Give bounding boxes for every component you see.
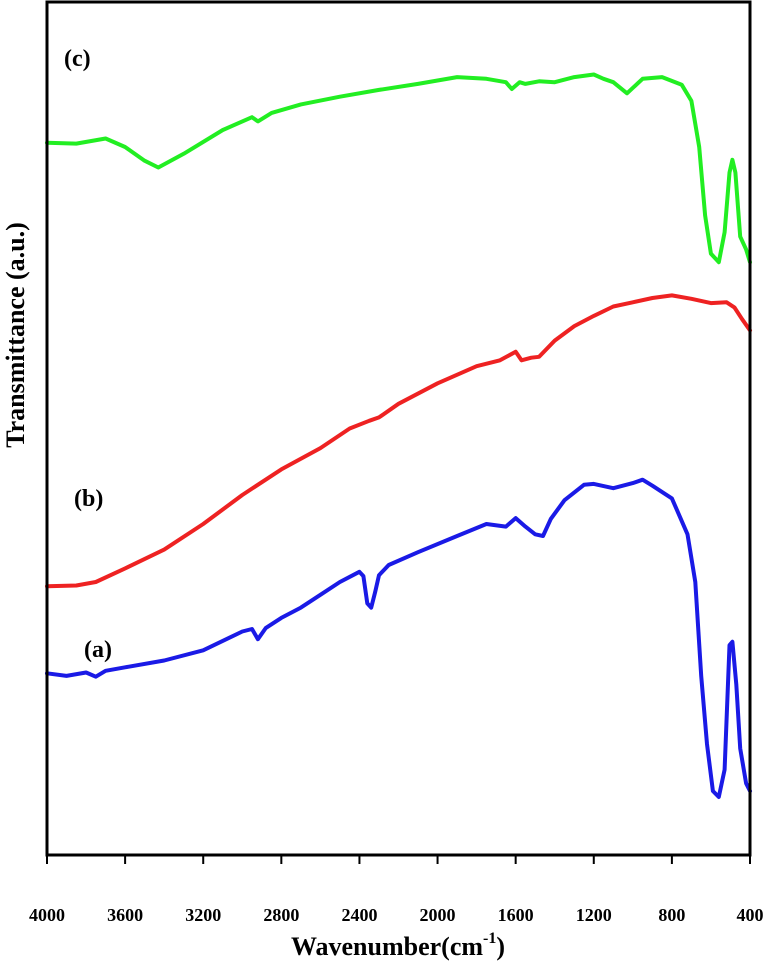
series-label-2: (a) xyxy=(84,637,112,663)
x-tick-label: 3200 xyxy=(185,905,221,925)
x-tick-label: 1200 xyxy=(576,905,612,925)
x-axis-title-close: ) xyxy=(496,932,505,961)
series-layer xyxy=(47,75,750,798)
x-tick-label: 2400 xyxy=(341,905,377,925)
x-tick-label: 2000 xyxy=(420,905,456,925)
x-axis-title: Wavenumber(cm-1) xyxy=(291,930,505,961)
x-axis-title-main: Wavenumber(cm xyxy=(291,932,483,961)
y-axis-title: Transmittance (a.u.) xyxy=(1,222,30,448)
series-label-0: (c) xyxy=(64,46,91,72)
x-tick-label: 800 xyxy=(658,905,685,925)
x-tick-label: 4000 xyxy=(29,905,65,925)
series-line-1 xyxy=(47,295,750,586)
x-axis-title-superscript: -1 xyxy=(483,930,496,947)
series-line-2 xyxy=(47,480,750,797)
series-label-1: (b) xyxy=(74,486,103,512)
x-tick-label: 2800 xyxy=(263,905,299,925)
x-tick-label: 400 xyxy=(737,905,764,925)
x-tick-label: 1600 xyxy=(498,905,534,925)
x-tick-label: 3600 xyxy=(107,905,143,925)
series-line-0 xyxy=(47,75,750,263)
x-axis-ticks: 4000 3600 3200 2800 2400 2000 1600 1200 800 400 xyxy=(29,855,764,925)
plot-frame xyxy=(47,2,750,855)
